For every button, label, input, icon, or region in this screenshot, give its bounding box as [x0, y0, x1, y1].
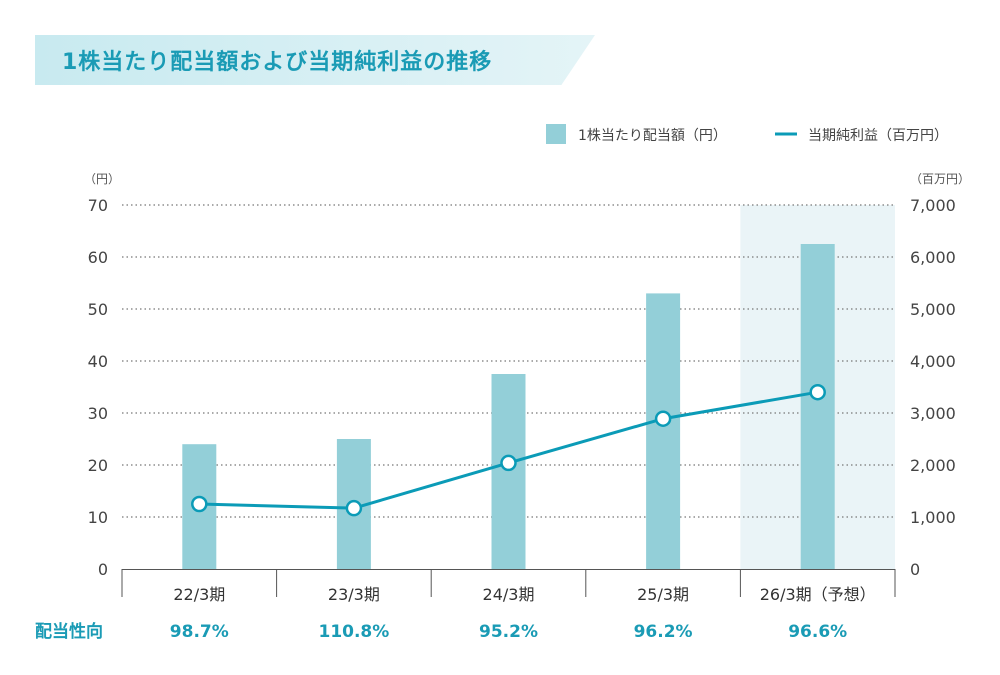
payout-ratio-value: 98.7%	[170, 622, 229, 642]
title-banner	[35, 35, 595, 85]
bar-dividend	[491, 374, 526, 569]
legend-bar-label: 1株当たり配当額（円）	[578, 128, 727, 144]
bar-dividend	[800, 244, 835, 569]
line-point	[500, 454, 517, 472]
line-point	[345, 499, 363, 517]
bar-dividend	[646, 293, 681, 569]
legend-line-label: 当期純利益（百万円）	[808, 128, 948, 144]
left-tick-label: 20	[88, 456, 108, 475]
category-label: 25/3期	[637, 585, 689, 604]
right-axis-unit: （百万円）	[910, 172, 970, 186]
right-tick-label: 0	[910, 560, 920, 579]
right-tick-label: 2,000	[910, 456, 956, 475]
payout-ratio-value: 95.2%	[479, 622, 538, 642]
right-tick-label: 4,000	[910, 352, 956, 371]
category-label: 23/3期	[328, 585, 380, 604]
left-tick-label: 50	[88, 300, 108, 319]
category-label: 22/3期	[173, 585, 225, 604]
payout-ratio-value: 110.8%	[318, 622, 389, 642]
payout-ratio-value: 96.6%	[788, 622, 847, 642]
line-point	[654, 410, 672, 427]
payout-ratio-value: 96.2%	[634, 622, 693, 642]
left-tick-label: 30	[88, 404, 108, 423]
chart-title: 1株当たり配当額および当期純利益の推移	[62, 50, 493, 75]
left-axis-unit: （円）	[84, 172, 120, 186]
line-point	[191, 495, 208, 513]
right-tick-label: 5,000	[910, 300, 956, 319]
category-label: 26/3期（予想）	[760, 585, 876, 604]
left-tick-label: 0	[98, 560, 108, 579]
left-tick-label: 10	[88, 508, 108, 527]
line-point	[809, 383, 826, 401]
right-tick-label: 1,000	[910, 508, 956, 527]
category-label: 24/3期	[483, 585, 535, 604]
right-tick-label: 3,000	[910, 404, 956, 423]
left-tick-label: 40	[88, 352, 108, 371]
legend-bar-swatch	[546, 124, 566, 144]
right-tick-label: 6,000	[910, 248, 956, 267]
payout-ratio-label: 配当性向	[35, 621, 103, 642]
left-tick-label: 70	[88, 196, 108, 215]
right-tick-label: 7,000	[910, 196, 956, 215]
left-tick-label: 60	[88, 248, 108, 267]
